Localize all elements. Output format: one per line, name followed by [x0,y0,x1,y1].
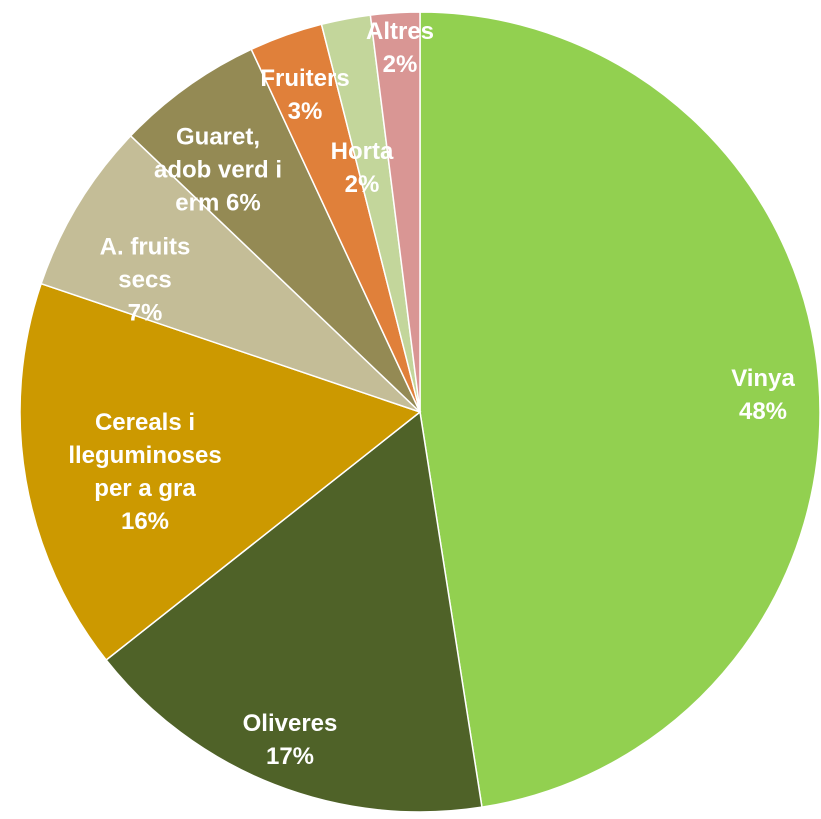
pie-slice [369,11,421,413]
category-label: Oliveres [242,710,338,737]
slice-label: Vinya 48% [718,362,808,428]
pie-slice [419,11,821,809]
value-label: 17% [265,743,315,770]
slice-label: Oliveres 17% [220,707,360,773]
category-label: Fruiters [260,65,350,92]
value-label: 6% [226,189,261,217]
value-label: 48% [738,398,788,425]
category-label: Horta [330,138,394,165]
slice-label: Altres 2% [355,15,445,81]
value-label: 2% [382,51,418,78]
pie-slice [129,48,421,413]
category-label: Altres [365,18,435,45]
pie-slice [40,134,421,413]
category-label: Guaret, adob verd i erm [153,123,283,217]
value-label: 2% [344,171,380,198]
value-label: 3% [287,98,323,125]
value-label: 16% [120,508,170,535]
slice-label: Cereals i lleguminoses per a gra 16% [55,406,235,538]
slice-label: Fruiters 3% [250,62,360,128]
category-label: A. fruits secs [99,233,191,294]
slice-label: Guaret, adob verd i erm 6% [148,121,288,220]
pie-slice [19,282,422,662]
slice-label: A. fruits secs 7% [80,231,210,330]
value-label: 7% [127,299,163,327]
slice-label: Horta 2% [322,135,402,201]
pie-slice [105,410,483,813]
category-label: Cereals i lleguminoses per a gra [68,409,222,502]
category-label: Vinya [731,365,795,392]
